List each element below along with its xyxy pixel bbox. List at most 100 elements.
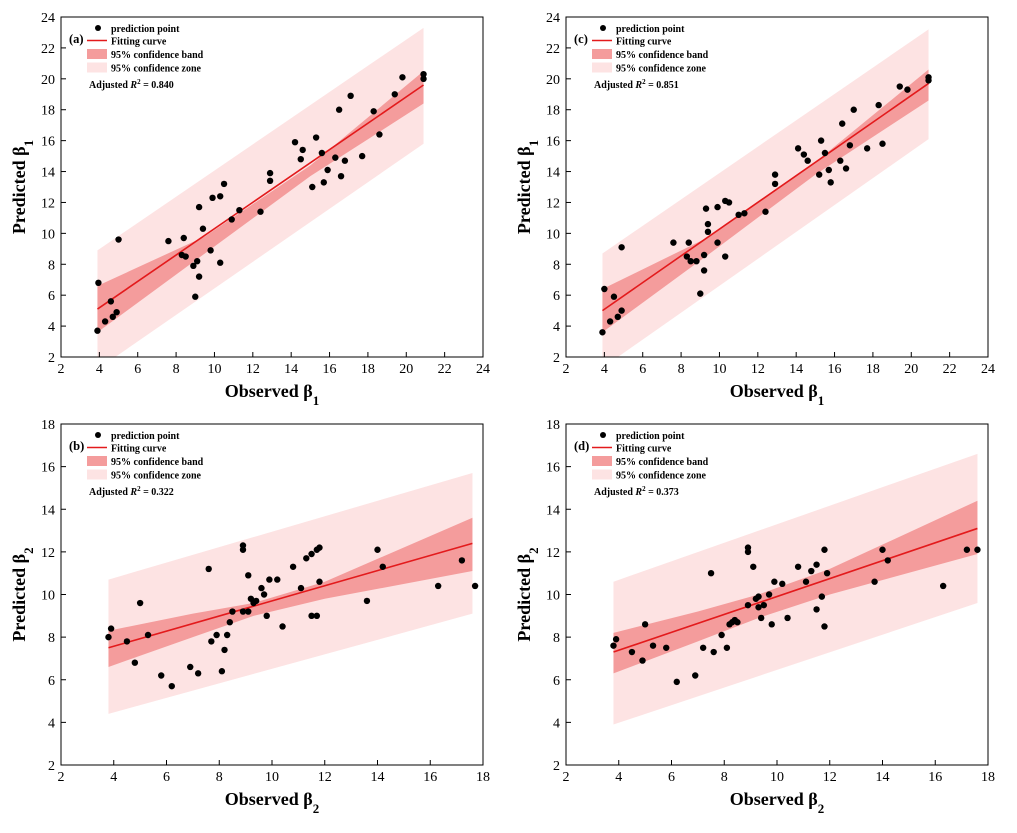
prediction-point — [697, 290, 704, 297]
x-tick-label: 22 — [943, 362, 957, 377]
prediction-point — [734, 619, 741, 626]
x-tick-label: 4 — [615, 770, 622, 785]
prediction-point — [245, 608, 252, 615]
prediction-point — [813, 561, 820, 568]
prediction-point — [229, 608, 236, 615]
prediction-point — [217, 259, 224, 266]
prediction-point — [299, 146, 306, 154]
y-axis-label: Predicted β2 — [514, 547, 541, 641]
prediction-point — [347, 92, 354, 100]
legend-point-label: prediction point — [616, 431, 685, 442]
prediction-point — [180, 234, 187, 242]
y-tick-label: 24 — [546, 11, 560, 26]
legend-band-marker — [592, 49, 612, 59]
panel-b: 2 4 6 8 10 12 14 16 18 2 4 6 8 10 12 14 16 18 Observed β2 P… — [9, 418, 490, 816]
y-tick-label: 8 — [553, 258, 560, 273]
x-axis-label: Observed β2 — [730, 789, 824, 816]
prediction-point — [618, 307, 625, 314]
prediction-point — [707, 569, 715, 577]
fitting-curve — [96, 84, 424, 310]
prediction-point — [320, 179, 327, 186]
panel-tag: (b) — [69, 439, 84, 453]
y-tick-label: 12 — [41, 546, 55, 561]
prediction-point — [599, 329, 606, 336]
prediction-point — [399, 74, 406, 81]
x-tick-label: 2 — [58, 362, 65, 377]
x-tick-label: 8 — [216, 770, 223, 785]
y-tick-label: 14 — [41, 503, 55, 518]
x-tick-label: 10 — [265, 770, 279, 785]
prediction-point — [827, 179, 834, 186]
prediction-point — [324, 166, 331, 174]
legend-fit-label: Fitting curve — [616, 444, 672, 455]
prediction-point — [821, 546, 828, 553]
prediction-point — [639, 657, 646, 664]
prediction-point — [925, 74, 932, 81]
legend-band-label: 95% confidence band — [111, 50, 204, 61]
y-tick-label: 8 — [48, 631, 55, 646]
y-tick-label: 22 — [546, 42, 560, 57]
prediction-point — [735, 211, 742, 219]
y-tick-label: 6 — [553, 289, 560, 304]
y-tick-label: 8 — [48, 258, 55, 273]
confidence-zone — [602, 29, 929, 357]
prediction-point — [771, 578, 778, 585]
prediction-point — [195, 203, 203, 211]
y-tick-label: 12 — [546, 196, 560, 211]
adjusted-r2-label: Adjusted R2 = 0.373 — [594, 485, 679, 498]
plot-frame — [60, 16, 484, 358]
prediction-point — [663, 644, 670, 651]
x-axis-label: Observed β2 — [225, 789, 319, 816]
prediction-point — [896, 83, 903, 90]
prediction-point — [335, 106, 343, 113]
prediction-point — [850, 106, 857, 113]
prediction-point — [699, 644, 707, 651]
y-tick-label: 16 — [41, 461, 55, 476]
x-tick-label: 16 — [423, 770, 437, 785]
panel-a-plot-area — [94, 27, 427, 357]
legend-zone-marker — [87, 469, 107, 480]
prediction-point — [260, 591, 268, 598]
prediction-point — [683, 253, 691, 260]
x-tick-label: 18 — [981, 770, 995, 785]
prediction-point — [258, 584, 265, 592]
confidence-band — [108, 517, 473, 667]
y-tick-label: 24 — [41, 11, 55, 26]
prediction-point — [131, 659, 139, 666]
x-tick-label: 20 — [904, 362, 918, 377]
prediction-point — [94, 327, 101, 334]
y-axis-label: Predicted β2 — [9, 547, 36, 641]
prediction-point — [239, 546, 247, 553]
prediction-point — [879, 546, 886, 553]
prediction-point — [297, 584, 305, 592]
panel-tag: (a) — [69, 32, 84, 46]
prediction-point — [190, 262, 197, 270]
prediction-point — [107, 298, 115, 305]
x-tick-label: 14 — [876, 770, 890, 785]
y-tick-label: 16 — [41, 135, 55, 150]
prediction-point — [113, 308, 120, 316]
prediction-point — [606, 318, 614, 325]
prediction-point — [209, 194, 216, 202]
prediction-point — [771, 171, 779, 178]
prediction-point — [808, 567, 815, 575]
prediction-point — [818, 593, 826, 600]
prediction-point — [358, 152, 366, 160]
prediction-point — [332, 154, 339, 161]
fitting-curve — [601, 82, 929, 312]
confidence-band — [97, 71, 424, 333]
y-tick-label: 2 — [48, 351, 55, 366]
prediction-point — [471, 582, 479, 590]
prediction-point — [744, 601, 752, 609]
y-tick-label: 8 — [553, 631, 560, 646]
prediction-point — [391, 91, 398, 98]
prediction-point — [839, 120, 846, 127]
y-tick-label: 14 — [546, 166, 560, 181]
prediction-point — [228, 216, 235, 223]
y-axis-label: Predicted β1 — [9, 140, 36, 234]
prediction-point — [316, 544, 323, 551]
confidence-band — [602, 69, 929, 333]
x-tick-label: 14 — [371, 770, 385, 785]
x-tick-label: 10 — [770, 770, 784, 785]
